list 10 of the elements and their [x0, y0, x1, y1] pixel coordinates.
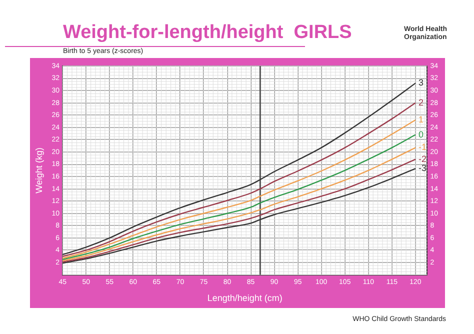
series-label: -3: [418, 163, 426, 174]
series-label: -1: [418, 142, 426, 152]
series-label: 3: [418, 78, 424, 88]
y-axis-title: Weight (kg): [34, 147, 44, 194]
series-label: 1: [418, 114, 424, 125]
series-label: 0: [418, 129, 424, 140]
x-axis-title: Length/height (cm): [207, 293, 282, 304]
series-label: 2: [418, 97, 424, 108]
series-label: -2: [418, 154, 426, 164]
chart-title: Weight-for-length/height GIRLS: [63, 22, 352, 44]
